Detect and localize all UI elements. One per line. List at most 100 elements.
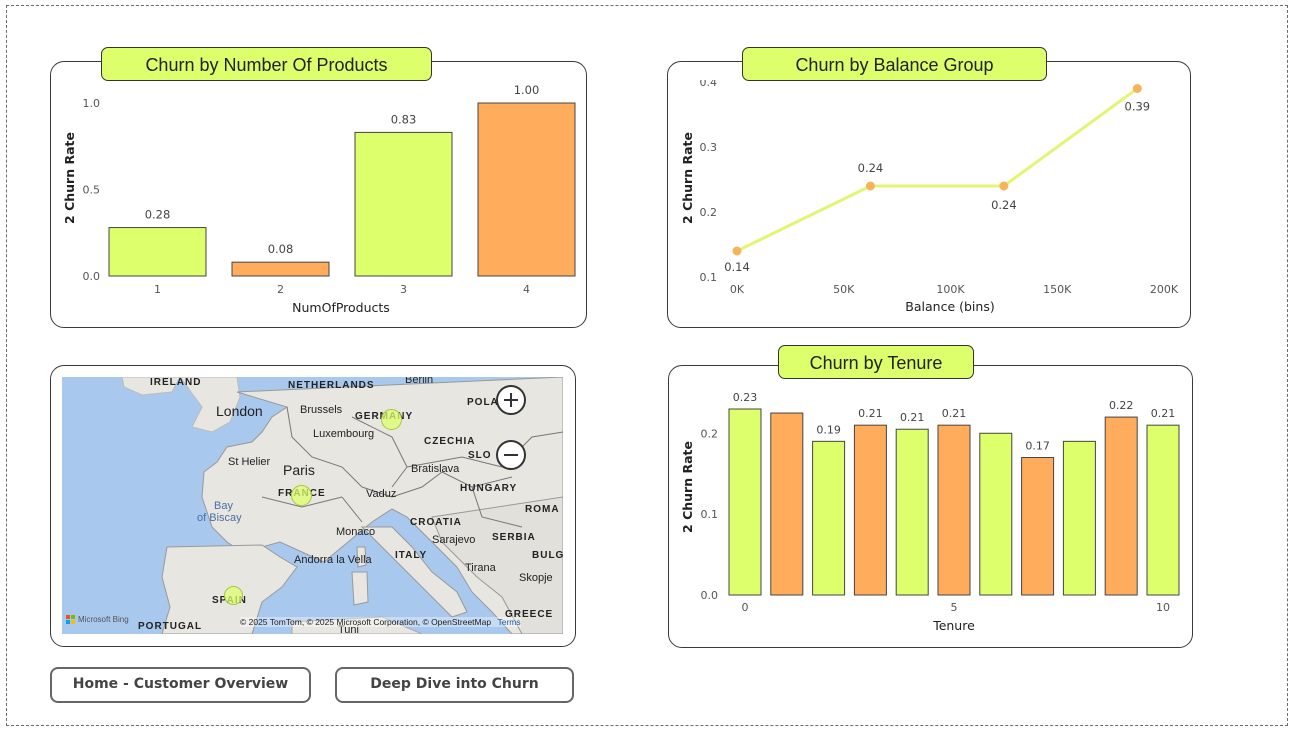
bar [937,424,971,596]
data-label: 0.24 [991,198,1017,212]
map-label-bay: Bay [214,500,233,512]
map-label-paris: Paris [283,462,315,478]
data-label: 1.00 [514,83,540,97]
data-label: 0.21 [858,407,883,420]
terms-link[interactable]: Terms [497,617,521,627]
churn-by-tenure-chart: 0.0 0.1 0.2 0.23 0.19 0.21 0.21 0.21 0.17 0.22 0.2… [680,391,1180,633]
x-tick-label: 10 [1156,601,1170,614]
x-axis-title: Tenure [932,618,975,633]
map-label-brussels: Brussels [300,404,343,416]
data-point [732,246,742,256]
churn-by-balance-panel [667,61,1191,328]
land-africa [291,616,423,634]
x-tick-label: 4 [523,283,530,296]
home-customer-overview-button[interactable]: Home - Customer Overview [50,667,311,703]
x-axis-title: NumOfProducts [292,300,390,315]
y-tick-label: 0.5 [83,184,101,197]
y-axis-title: 2 Churn Rate [62,132,77,224]
map-label-st-helier: St Helier [228,456,271,468]
data-label: 0.14 [724,260,750,274]
y-axis-title: 2 Churn Rate [680,441,695,533]
bing-logo-text: Microsoft Bing [78,615,129,624]
map-attribution: © 2025 TomTom, © 2025 Microsoft Corporat… [240,617,521,627]
land-sardinia [351,571,369,606]
bar [728,408,762,596]
land-balkans [431,496,563,634]
land-ireland [121,377,181,396]
zoom-out-button[interactable] [496,440,526,470]
x-tick-label: 0 [742,601,749,614]
bar [770,412,804,596]
data-point [999,181,1009,191]
y-axis-title: 2 Churn Rate [680,132,695,224]
data-label: 0.17 [1025,440,1050,453]
bar [1062,440,1096,596]
map-label-portugal: PORTUGAL [138,621,203,632]
bar [979,432,1013,596]
attribution-text: © 2025 TomTom, © 2025 Microsoft Corporat… [240,617,492,627]
map-label-poland: POLA [467,397,499,408]
land-corsica [356,546,367,568]
bing-logo: Microsoft Bing [66,615,129,624]
bar [1104,416,1138,596]
map-label-bratislava: Bratislava [411,463,460,475]
map-label-tirana: Tirana [465,562,496,574]
bar [1021,457,1055,596]
x-tick-label: 100K [936,283,965,296]
churn-by-balance-title: Churn by Balance Group [742,47,1047,81]
map-label-sarajevo: Sarajevo [432,534,476,546]
data-label: 0.21 [900,411,925,424]
map-label-luxembourg: Luxembourg [313,428,375,440]
data-point [865,181,875,191]
map-label-hungary: HUNGARY [460,483,518,494]
bubble-france[interactable] [291,485,312,506]
map-label-london: London [216,403,263,419]
x-tick-label: 0K [730,283,745,296]
map-label-skopje: Skopje [519,572,553,584]
report-canvas [6,5,1288,726]
data-label: 0.83 [391,112,417,126]
map-label-berlin: Berlin [405,377,434,386]
map-label-monaco: Monaco [336,526,376,538]
data-point [1132,84,1142,93]
map-label-ireland: IRELAND [150,377,202,388]
x-axis-title: Balance (bins) [905,299,994,314]
y-tick-label: 0.2 [700,206,718,219]
data-label: 0.19 [816,423,841,436]
x-tick-label: 3 [400,283,407,296]
data-label: 0.21 [942,407,967,420]
map-label-netherlands: NETHERLANDS [288,380,375,391]
y-tick-label: 1.0 [83,97,101,110]
bubble-spain[interactable] [224,586,243,605]
churn-map[interactable]: IRELANDNETHERLANDSBerlinLondonBrusselsGE… [62,377,563,634]
map-label-croatia: CROATIA [410,517,462,528]
map-label-bulgaria: BULG [532,550,563,561]
data-label: 0.23 [733,391,758,404]
map-label-czechia: CZECHIA [424,436,476,447]
data-label: 0.28 [145,208,171,222]
bubble-germany[interactable] [381,409,402,430]
y-tick-label: 0.0 [701,589,719,602]
bar [231,261,330,277]
y-tick-label: 0.3 [700,141,718,154]
churn-by-balance-chart: 0.1 0.2 0.3 0.4 0K 50K 100K 150K 200K 0.14 0.24 0.2… [680,80,1179,314]
border-lines [261,406,563,528]
land-italy [360,526,468,618]
map-label-andorra: Andorra la Vella [294,554,372,566]
x-tick-label: 200K [1150,283,1179,296]
map-label-romania: ROMA [525,504,560,515]
churn-by-products-chart: 0.0 0.5 1.0 0.28 1 0.08 2 0.83 3 1.00 4 NumOfProduc… [62,83,576,315]
x-tick-label: 50K [833,283,855,296]
churn-by-products-title: Churn by Number Of Products [101,47,432,81]
map-label-greece: GREECE [505,609,554,620]
data-label: 0.22 [1109,399,1134,412]
data-label: 0.24 [858,161,884,175]
churn-by-tenure-title: Churn by Tenure [778,345,974,379]
deep-dive-churn-button[interactable]: Deep Dive into Churn [335,667,574,703]
bar [108,227,207,277]
y-tick-label: 0.4 [700,80,718,89]
x-tick-label: 2 [277,283,284,296]
zoom-in-button[interactable] [496,385,526,415]
map-label-slovakia: SLO [468,450,492,461]
x-tick-label: 5 [951,601,958,614]
